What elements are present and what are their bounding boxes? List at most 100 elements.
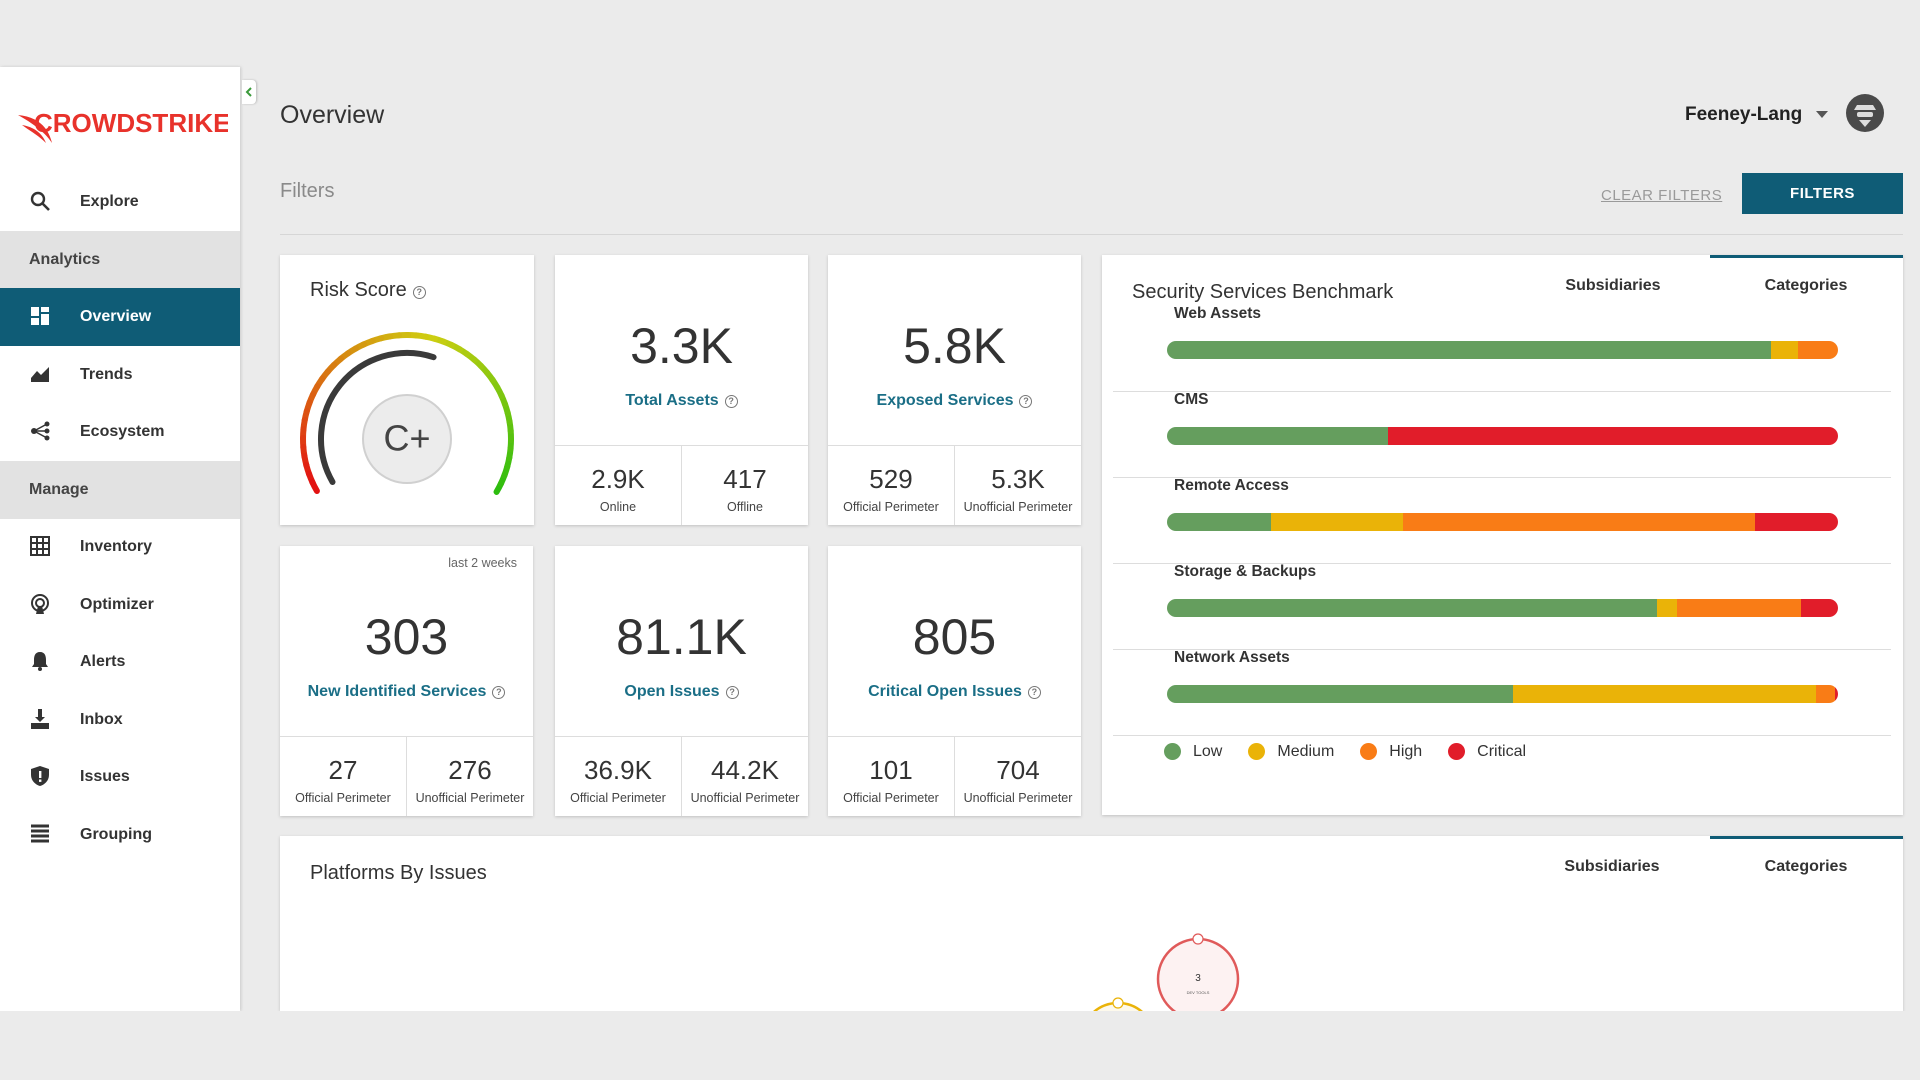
nav-icon (31, 824, 49, 842)
filters-button[interactable]: FILTERS (1742, 173, 1903, 214)
stat-label-text[interactable]: New Identified Services (307, 683, 487, 700)
nav-item[interactable]: Explore (0, 173, 240, 231)
stat-label-text[interactable]: Open Issues (624, 683, 720, 700)
stacked-bar (1167, 427, 1838, 445)
stacked-bar (1167, 685, 1838, 703)
nav-icon (31, 421, 50, 441)
nav-label: Inventory (80, 538, 153, 555)
nav-icon (31, 366, 49, 382)
sub-value: 44.2K (711, 755, 779, 785)
nav-item[interactable]: Inbox (0, 691, 240, 749)
legend-swatch (1448, 743, 1466, 760)
stat-card: 3.3K Total Assets 2.9K Online 417 Offline (555, 255, 808, 525)
bar-segment (1167, 341, 1771, 359)
bubble-badge (1112, 997, 1124, 1009)
category-label: Web Assets (1174, 305, 1262, 322)
nav-item[interactable]: Trends (0, 346, 240, 404)
category-label: CMS (1174, 391, 1209, 408)
gauge-value (318, 350, 437, 485)
bar-segment (1797, 341, 1838, 359)
risk-title-text: Risk Score (310, 279, 407, 301)
bubble-label: DEV TOOLS (1187, 990, 1210, 995)
sub-value: 5.3K (991, 464, 1045, 494)
stat-value: 5.8K (903, 318, 1006, 374)
stat-value: 81.1K (616, 609, 747, 665)
sub-label: Unofficial Perimeter (690, 791, 800, 805)
legend-swatch (1164, 743, 1181, 760)
stat-sub: 529 Official Perimeter (828, 446, 954, 525)
legend-item: High (1360, 743, 1422, 761)
stacked-bar (1167, 599, 1838, 617)
sub-value: 101 (869, 755, 913, 785)
nav-label: Explore (80, 193, 139, 210)
active-tab-indicator (1710, 836, 1903, 839)
nav-item[interactable]: Grouping (0, 806, 240, 864)
stat-label: Exposed Services (828, 392, 1081, 410)
page-title: Overview (280, 101, 385, 129)
nav-item[interactable]: Optimizer (0, 576, 240, 634)
nav-item[interactable]: Issues (0, 748, 240, 806)
row-separator (1113, 649, 1891, 650)
legend-item: Medium (1248, 743, 1334, 761)
bar-segment (1656, 599, 1677, 617)
sub-value: 529 (869, 464, 913, 494)
stat-label-text[interactable]: Exposed Services (876, 392, 1014, 409)
help-icon[interactable] (412, 286, 426, 299)
sub-value: 2.9K (591, 464, 645, 494)
nav-icon (31, 766, 49, 786)
user-dropdown[interactable] (1814, 108, 1830, 120)
bar-segment (1167, 427, 1389, 445)
help-icon[interactable] (1027, 686, 1041, 699)
help-icon[interactable] (725, 686, 739, 699)
sidebar: CROWDSTRIKE Explore Analytics Overview Tren… (0, 67, 240, 1011)
sub-label: Official Perimeter (843, 791, 939, 805)
stat-card: 5.8K Exposed Services 529 Official Perimete… (828, 255, 1081, 525)
tab[interactable]: Categories (1764, 858, 1848, 875)
sub-label: Official Perimeter (570, 791, 666, 805)
sub-label: Official Perimeter (295, 791, 391, 805)
sub-label: Unofficial Perimeter (415, 791, 525, 805)
stat-value: 303 (364, 609, 449, 665)
nav-icon (30, 191, 50, 211)
user-name[interactable]: Feeney-Lang (1685, 104, 1803, 125)
nav-icon (30, 536, 50, 556)
stat-breakdown: 101 Official Perimeter 704 Unofficial Perim… (828, 736, 1081, 816)
bar-segment (1801, 599, 1838, 617)
stacked-bar (1167, 341, 1838, 359)
stat-value: 805 (912, 609, 997, 665)
nav-label: Ecosystem (80, 423, 165, 440)
stat-breakdown: 36.9K Official Perimeter 44.2K Unofficial P… (555, 736, 808, 816)
nav-label: Issues (80, 768, 130, 785)
nav-label: Alerts (80, 653, 126, 670)
legend-item: Low (1164, 743, 1222, 761)
stat-card: last 2 weeks 303 New Identified Services 27… (280, 546, 533, 816)
stat-label-text[interactable]: Critical Open Issues (868, 683, 1022, 700)
stat-value: 3.3K (630, 318, 733, 374)
sub-value: 417 (723, 464, 767, 494)
nav-item[interactable]: Overview (0, 288, 240, 346)
stat-label-text[interactable]: Total Assets (625, 392, 719, 409)
help-icon[interactable] (1019, 395, 1033, 408)
divider (280, 234, 1903, 235)
nav-item[interactable]: Inventory (0, 518, 240, 576)
avatar[interactable] (1845, 93, 1885, 133)
tab[interactable]: Subsidiaries (1565, 277, 1661, 294)
nav-item[interactable]: Ecosystem (0, 403, 240, 461)
legend-swatch (1360, 743, 1378, 760)
bubble-value: 3 (1195, 973, 1201, 984)
stat-sub: 2.9K Online (555, 446, 681, 525)
help-icon[interactable] (724, 395, 738, 408)
clear-filters[interactable]: CLEAR FILTERS (1601, 187, 1723, 204)
card-note: last 2 weeks (448, 556, 517, 570)
sidebar-toggle[interactable] (242, 80, 256, 104)
tab[interactable]: Subsidiaries (1564, 858, 1660, 875)
tab[interactable]: Categories (1764, 277, 1848, 294)
bar-segment (1167, 685, 1514, 703)
nav-item[interactable]: Alerts (0, 633, 240, 691)
bar-segment (1676, 599, 1802, 617)
legend-swatch (1248, 743, 1266, 760)
help-icon[interactable] (492, 686, 506, 699)
sub-value: 276 (448, 755, 492, 785)
bar-segment (1815, 685, 1836, 703)
